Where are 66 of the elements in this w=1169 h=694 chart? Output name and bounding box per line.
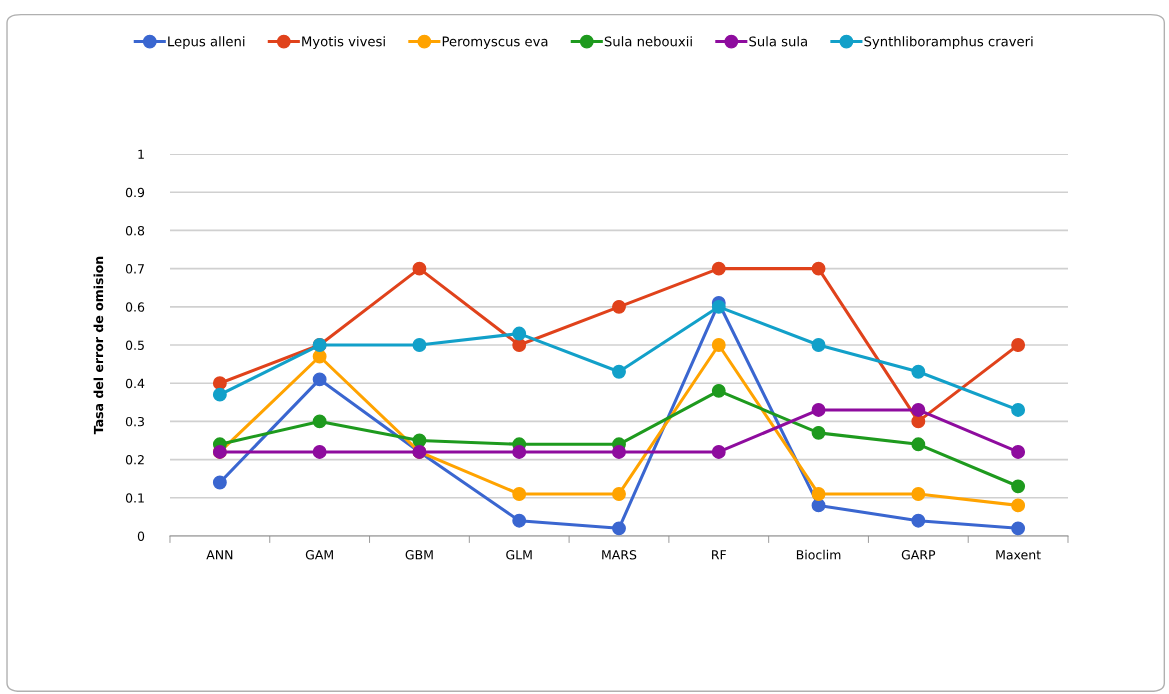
y-tick-label: 0.9 <box>125 187 145 198</box>
legend-label: Peromyscus eva <box>442 36 548 49</box>
legend-label: Lepus alleni <box>168 36 245 49</box>
y-tick-label: 0 <box>137 531 145 541</box>
point <box>312 445 327 459</box>
legend-label: Synthliboramphus craveri <box>864 36 1033 49</box>
point <box>612 521 626 536</box>
point <box>1011 445 1026 459</box>
point <box>512 445 527 459</box>
point <box>711 261 726 276</box>
x-tick-label: GLM <box>506 550 532 560</box>
point <box>612 487 626 501</box>
point <box>1011 403 1026 417</box>
point <box>811 403 826 417</box>
point <box>911 513 926 528</box>
point <box>1011 479 1026 494</box>
point <box>312 372 327 387</box>
x-tick-label: GARP <box>901 550 936 560</box>
x-tick-label: Maxent <box>996 550 1041 560</box>
y-tick-label: 0.7 <box>125 264 144 274</box>
point <box>711 445 726 459</box>
point <box>512 513 527 528</box>
y-tick-label: 0.4 <box>125 378 145 389</box>
legend-label: Myotis vivesi <box>302 36 385 49</box>
x-tick-label: ANN <box>206 550 233 560</box>
point <box>212 387 227 402</box>
y-axis-title: Tasa del error de omision <box>93 256 104 435</box>
point <box>212 475 227 490</box>
y-tick-label: 0.6 <box>125 302 145 312</box>
point <box>811 425 826 440</box>
point <box>412 261 427 276</box>
y-tick-label: 0.2 <box>125 455 144 465</box>
point <box>911 403 926 417</box>
legend-label: Sula nebouxii <box>604 36 692 47</box>
point <box>711 299 726 314</box>
point <box>612 364 626 379</box>
point <box>312 414 327 429</box>
point <box>811 338 826 352</box>
point <box>911 487 926 501</box>
legend-label: Sula sula <box>749 36 807 47</box>
x-tick-label: RF <box>712 550 726 560</box>
point <box>412 338 427 352</box>
point <box>212 376 227 391</box>
y-tick-label: 0.3 <box>125 416 144 427</box>
point <box>711 383 726 398</box>
y-tick-label: 0.1 <box>125 493 144 503</box>
y-tick-label: 0.8 <box>125 225 145 236</box>
point <box>512 487 527 501</box>
point <box>1011 498 1026 513</box>
point <box>512 326 527 341</box>
point <box>1011 338 1026 352</box>
y-tick-label: 1 <box>138 149 144 159</box>
point <box>612 299 626 314</box>
point <box>612 445 626 459</box>
x-tick-label: MARS <box>602 550 637 560</box>
point <box>811 261 826 276</box>
point <box>911 364 926 379</box>
point <box>1011 521 1026 536</box>
point <box>911 437 926 452</box>
point <box>512 338 527 352</box>
x-tick-label: Bioclim <box>796 549 841 560</box>
x-tick-label: GAM <box>305 550 333 560</box>
y-tick-label: 0.5 <box>125 340 144 350</box>
point <box>811 487 826 501</box>
point <box>711 338 726 352</box>
x-tick-label: GBM <box>405 550 433 560</box>
